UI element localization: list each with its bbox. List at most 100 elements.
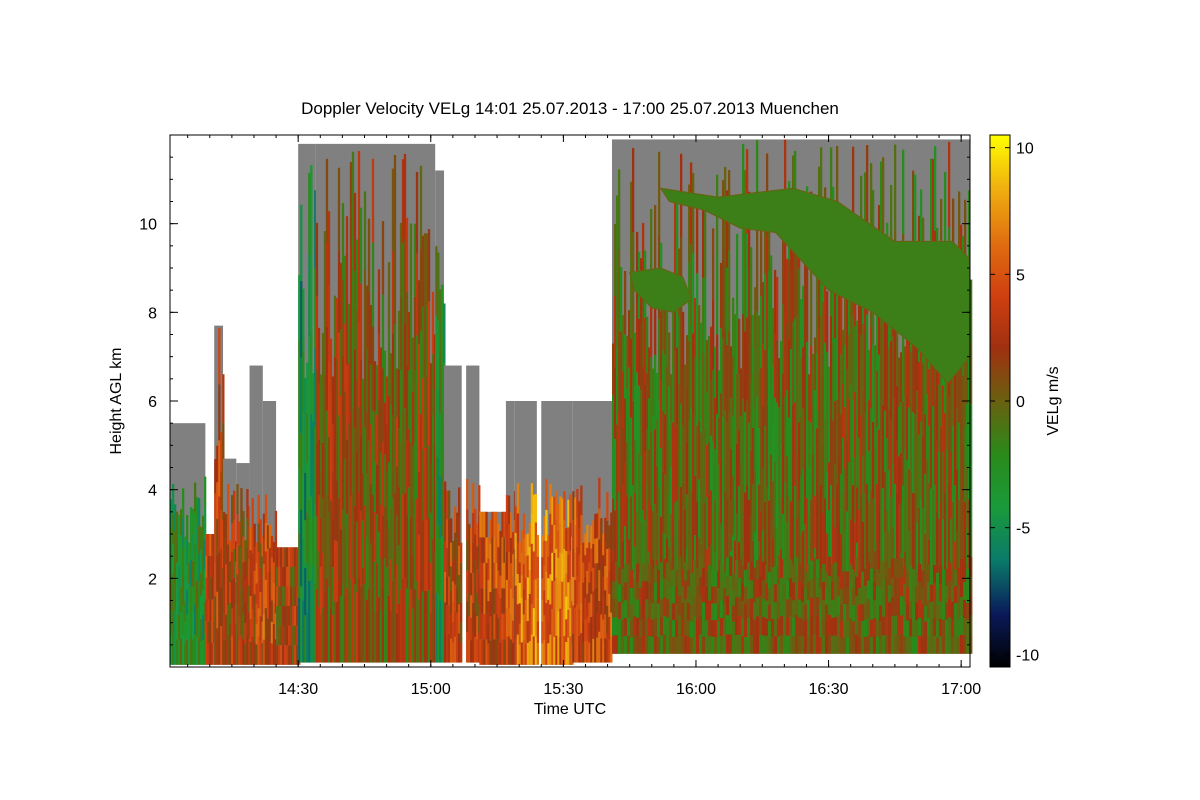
velocity-cell xyxy=(503,537,506,563)
velocity-cell xyxy=(235,644,238,665)
velocity-cell xyxy=(941,569,946,587)
velocity-cell xyxy=(621,427,625,485)
velocity-cell xyxy=(503,639,506,665)
velocity-cell xyxy=(872,635,877,654)
velocity-cell xyxy=(871,499,875,577)
velocity-cell xyxy=(227,574,230,605)
velocity-cell xyxy=(401,494,405,579)
velocity-cell xyxy=(178,614,181,640)
velocity-cell xyxy=(584,533,587,556)
velocity-cell xyxy=(255,624,258,645)
velocity-cell xyxy=(813,337,817,391)
velocity-cell xyxy=(259,616,262,641)
velocity-cell xyxy=(310,330,313,414)
velocity-cell xyxy=(809,499,813,577)
velocity-cell xyxy=(611,343,615,396)
velocity-cell xyxy=(526,533,530,556)
velocity-cell xyxy=(737,634,742,654)
velocity-cell xyxy=(553,524,556,553)
velocity-cell xyxy=(614,579,619,599)
velocity-cell xyxy=(590,571,593,595)
velocity-cell xyxy=(608,616,611,640)
velocity-cell xyxy=(653,279,657,355)
velocity-cell xyxy=(879,407,883,490)
velocity-cell xyxy=(274,562,278,588)
velocity-cell xyxy=(220,548,223,588)
velocity-cell xyxy=(559,552,562,581)
velocity-cell xyxy=(415,171,419,254)
velocity-cell xyxy=(391,168,395,251)
velocity-cell xyxy=(797,635,802,654)
velocity-cell xyxy=(733,370,737,428)
velocity-cell xyxy=(917,599,922,618)
velocity-cell xyxy=(353,506,357,585)
velocity-cell xyxy=(588,602,591,623)
velocity-cell xyxy=(452,540,455,562)
velocity-cell xyxy=(578,528,581,556)
velocity-cell xyxy=(877,504,881,579)
velocity-cell xyxy=(444,511,447,542)
velocity-cell xyxy=(545,602,548,634)
velocity-cell xyxy=(713,603,718,621)
velocity-cell xyxy=(839,572,844,589)
velocity-cell xyxy=(703,503,707,579)
velocity-cell xyxy=(276,625,279,646)
velocity-cell xyxy=(782,601,787,619)
velocity-cell xyxy=(194,634,197,665)
cloud-feature xyxy=(659,187,971,385)
velocity-cell xyxy=(592,591,595,616)
velocity-cell xyxy=(353,271,357,350)
velocity-cell xyxy=(481,537,484,563)
velocity-cell xyxy=(561,609,564,638)
velocity-cell xyxy=(776,601,781,619)
velocity-cell xyxy=(674,586,679,604)
velocity-cell xyxy=(883,471,887,533)
velocity-cell xyxy=(536,578,540,600)
velocity-cell xyxy=(425,591,429,663)
velocity-cell xyxy=(592,520,595,545)
velocity-cell xyxy=(186,564,189,590)
velocity-cell xyxy=(969,404,973,467)
velocity-cell xyxy=(381,368,385,442)
velocity-cell xyxy=(582,602,585,623)
velocity-cell xyxy=(608,548,611,572)
velocity-cell xyxy=(737,577,742,597)
velocity-cell xyxy=(276,586,279,607)
velocity-cell xyxy=(788,634,793,654)
velocity-cell xyxy=(479,537,482,563)
velocity-cell xyxy=(925,394,929,460)
velocity-cell xyxy=(448,490,451,520)
velocity-cell xyxy=(472,513,475,543)
velocity-cell xyxy=(854,596,859,616)
velocity-cell xyxy=(746,562,751,581)
velocity-cell xyxy=(703,428,707,504)
velocity-cell xyxy=(244,540,247,561)
velocity-cell xyxy=(483,613,486,640)
velocity-cell xyxy=(919,344,923,422)
velocity-cell xyxy=(333,295,337,357)
velocity-cell xyxy=(884,597,889,617)
velocity-cell xyxy=(819,400,823,485)
velocity-cell xyxy=(827,366,831,415)
velocity-cell xyxy=(594,513,597,539)
velocity-cell xyxy=(357,321,361,407)
velocity-cell xyxy=(800,584,805,603)
velocity-cell xyxy=(662,577,667,597)
velocity-cell xyxy=(491,588,494,614)
velocity-cell xyxy=(551,496,554,525)
velocity-cell xyxy=(522,564,526,590)
velocity-cell xyxy=(594,563,597,589)
velocity-cell xyxy=(835,484,839,570)
velocity-cell xyxy=(961,514,965,585)
velocity-cell xyxy=(833,274,837,338)
velocity-cell xyxy=(555,519,558,549)
velocity-cell xyxy=(596,612,599,638)
velocity-cell xyxy=(632,616,637,636)
velocity-cell xyxy=(709,326,713,382)
velocity-cell xyxy=(659,617,664,636)
velocity-cell xyxy=(713,397,717,449)
velocity-cell xyxy=(963,351,967,427)
velocity-cell xyxy=(446,490,449,520)
velocity-cell xyxy=(333,601,337,663)
velocity-cell xyxy=(491,537,494,563)
